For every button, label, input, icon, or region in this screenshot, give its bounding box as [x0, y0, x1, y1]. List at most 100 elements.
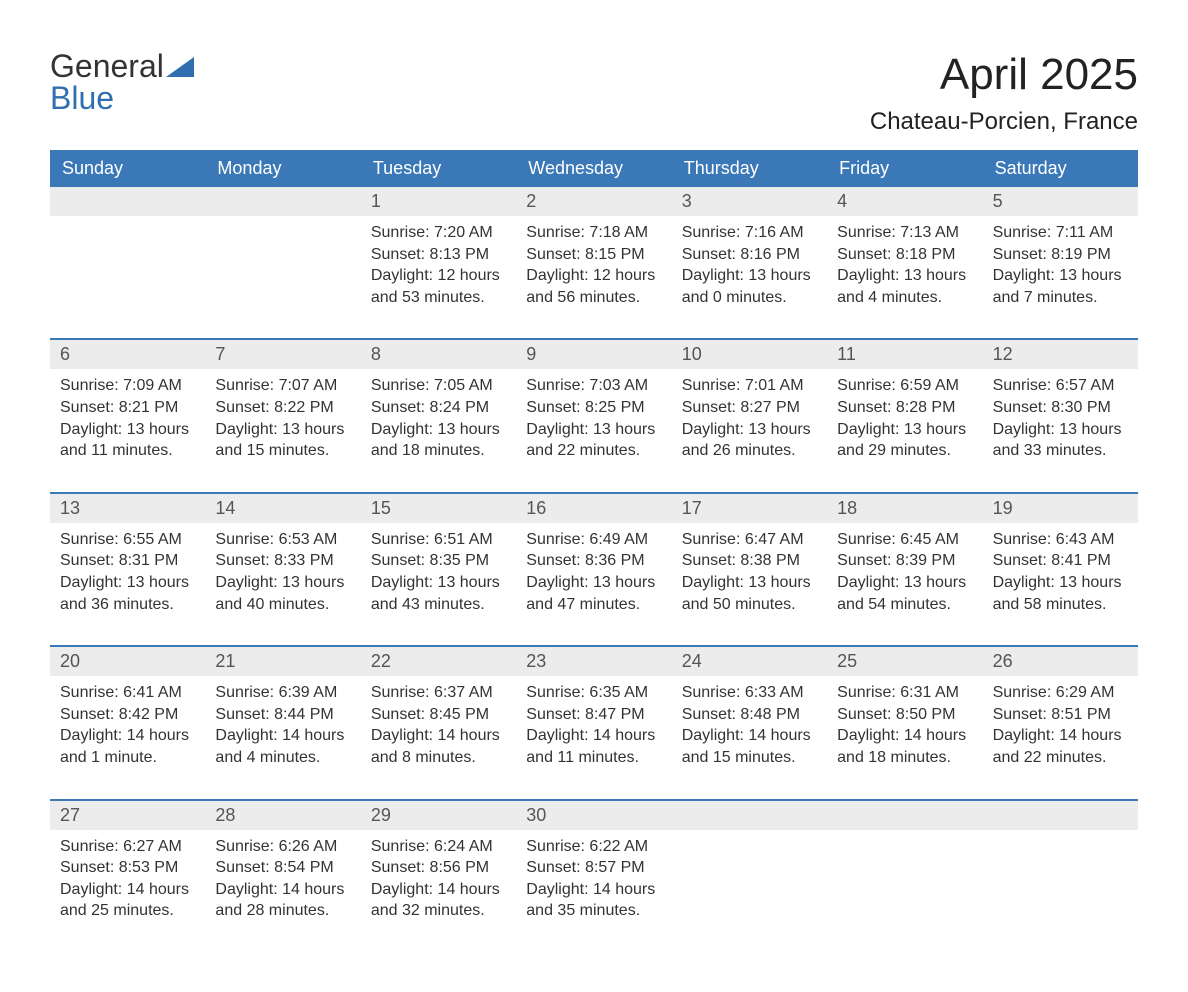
day-number: 21 — [205, 647, 360, 676]
day-number: 24 — [672, 647, 827, 676]
logo: General Blue — [50, 50, 194, 114]
dow-thursday: Thursday — [672, 150, 827, 187]
sunset-text: Sunset: 8:28 PM — [837, 397, 972, 419]
calendar-week: 20212223242526Sunrise: 6:41 AMSunset: 8:… — [50, 645, 1138, 798]
day-cell: Sunrise: 7:09 AMSunset: 8:21 PMDaylight:… — [50, 369, 205, 491]
day-number: 29 — [361, 801, 516, 830]
calendar-week: 13141516171819Sunrise: 6:55 AMSunset: 8:… — [50, 492, 1138, 645]
day-number: 4 — [827, 187, 982, 216]
day-number: 15 — [361, 494, 516, 523]
sunset-text: Sunset: 8:44 PM — [215, 704, 350, 726]
day-cell — [205, 216, 360, 338]
sunrise-text: Sunrise: 7:09 AM — [60, 375, 195, 397]
day-cell: Sunrise: 7:13 AMSunset: 8:18 PMDaylight:… — [827, 216, 982, 338]
daylight-text: Daylight: 14 hours and 4 minutes. — [215, 725, 350, 768]
logo-triangle-icon — [166, 48, 194, 84]
day-number: 12 — [983, 340, 1138, 369]
daylight-text: Daylight: 12 hours and 56 minutes. — [526, 265, 661, 308]
daylight-text: Daylight: 13 hours and 33 minutes. — [993, 419, 1128, 462]
calendar-week: 6789101112 Sunrise: 7:09 AMSunset: 8:21 P… — [50, 338, 1138, 491]
daylight-text: Daylight: 14 hours and 8 minutes. — [371, 725, 506, 768]
day-number: 7 — [205, 340, 360, 369]
daylight-text: Daylight: 14 hours and 22 minutes. — [993, 725, 1128, 768]
day-number: 10 — [672, 340, 827, 369]
daylight-text: Daylight: 13 hours and 29 minutes. — [837, 419, 972, 462]
day-cell — [983, 830, 1138, 952]
day-number: 11 — [827, 340, 982, 369]
day-number: 5 — [983, 187, 1138, 216]
daylight-text: Daylight: 13 hours and 18 minutes. — [371, 419, 506, 462]
daylight-text: Daylight: 14 hours and 35 minutes. — [526, 879, 661, 922]
day-number: 8 — [361, 340, 516, 369]
day-cell: Sunrise: 6:55 AMSunset: 8:31 PMDaylight:… — [50, 523, 205, 645]
daynum-row: 13141516171819 — [50, 494, 1138, 523]
day-cell: Sunrise: 7:11 AMSunset: 8:19 PMDaylight:… — [983, 216, 1138, 338]
day-number: 22 — [361, 647, 516, 676]
title-block: April 2025 Chateau-Porcien, France — [870, 50, 1138, 136]
calendar-week: 27282930Sunrise: 6:27 AMSunset: 8:53 PMD… — [50, 799, 1138, 952]
day-cell: Sunrise: 6:41 AMSunset: 8:42 PMDaylight:… — [50, 676, 205, 798]
daylight-text: Daylight: 14 hours and 18 minutes. — [837, 725, 972, 768]
day-body-row: Sunrise: 7:09 AMSunset: 8:21 PMDaylight:… — [50, 369, 1138, 491]
day-cell: Sunrise: 7:03 AMSunset: 8:25 PMDaylight:… — [516, 369, 671, 491]
day-cell: Sunrise: 6:33 AMSunset: 8:48 PMDaylight:… — [672, 676, 827, 798]
logo-word2: Blue — [50, 80, 114, 116]
day-number: 17 — [672, 494, 827, 523]
day-number — [672, 801, 827, 830]
daylight-text: Daylight: 13 hours and 4 minutes. — [837, 265, 972, 308]
sunset-text: Sunset: 8:51 PM — [993, 704, 1128, 726]
day-cell: Sunrise: 7:01 AMSunset: 8:27 PMDaylight:… — [672, 369, 827, 491]
daylight-text: Daylight: 13 hours and 50 minutes. — [682, 572, 817, 615]
day-cell: Sunrise: 6:53 AMSunset: 8:33 PMDaylight:… — [205, 523, 360, 645]
sunset-text: Sunset: 8:38 PM — [682, 550, 817, 572]
sunset-text: Sunset: 8:35 PM — [371, 550, 506, 572]
day-number: 26 — [983, 647, 1138, 676]
sunset-text: Sunset: 8:31 PM — [60, 550, 195, 572]
day-cell: Sunrise: 6:37 AMSunset: 8:45 PMDaylight:… — [361, 676, 516, 798]
daylight-text: Daylight: 13 hours and 47 minutes. — [526, 572, 661, 615]
daylight-text: Daylight: 13 hours and 0 minutes. — [682, 265, 817, 308]
sunrise-text: Sunrise: 6:33 AM — [682, 682, 817, 704]
daylight-text: Daylight: 13 hours and 58 minutes. — [993, 572, 1128, 615]
day-cell — [672, 830, 827, 952]
daylight-text: Daylight: 14 hours and 28 minutes. — [215, 879, 350, 922]
day-number: 3 — [672, 187, 827, 216]
day-number: 6 — [50, 340, 205, 369]
sunset-text: Sunset: 8:42 PM — [60, 704, 195, 726]
day-cell: Sunrise: 6:27 AMSunset: 8:53 PMDaylight:… — [50, 830, 205, 952]
sunrise-text: Sunrise: 6:55 AM — [60, 529, 195, 551]
day-cell: Sunrise: 6:22 AMSunset: 8:57 PMDaylight:… — [516, 830, 671, 952]
daylight-text: Daylight: 13 hours and 40 minutes. — [215, 572, 350, 615]
daylight-text: Daylight: 13 hours and 54 minutes. — [837, 572, 972, 615]
day-cell: Sunrise: 6:47 AMSunset: 8:38 PMDaylight:… — [672, 523, 827, 645]
sunset-text: Sunset: 8:27 PM — [682, 397, 817, 419]
day-body-row: Sunrise: 6:27 AMSunset: 8:53 PMDaylight:… — [50, 830, 1138, 952]
day-cell — [50, 216, 205, 338]
day-cell — [827, 830, 982, 952]
day-number: 27 — [50, 801, 205, 830]
day-number: 9 — [516, 340, 671, 369]
day-cell: Sunrise: 6:39 AMSunset: 8:44 PMDaylight:… — [205, 676, 360, 798]
day-cell: Sunrise: 6:31 AMSunset: 8:50 PMDaylight:… — [827, 676, 982, 798]
sunrise-text: Sunrise: 7:16 AM — [682, 222, 817, 244]
day-number: 30 — [516, 801, 671, 830]
daylight-text: Daylight: 13 hours and 22 minutes. — [526, 419, 661, 462]
sunrise-text: Sunrise: 6:57 AM — [993, 375, 1128, 397]
daylight-text: Daylight: 13 hours and 43 minutes. — [371, 572, 506, 615]
day-cell: Sunrise: 6:51 AMSunset: 8:35 PMDaylight:… — [361, 523, 516, 645]
sunset-text: Sunset: 8:25 PM — [526, 397, 661, 419]
day-cell: Sunrise: 7:07 AMSunset: 8:22 PMDaylight:… — [205, 369, 360, 491]
daylight-text: Daylight: 14 hours and 15 minutes. — [682, 725, 817, 768]
sunset-text: Sunset: 8:22 PM — [215, 397, 350, 419]
day-number: 14 — [205, 494, 360, 523]
day-body-row: Sunrise: 6:41 AMSunset: 8:42 PMDaylight:… — [50, 676, 1138, 798]
daylight-text: Daylight: 14 hours and 11 minutes. — [526, 725, 661, 768]
sunset-text: Sunset: 8:39 PM — [837, 550, 972, 572]
day-number — [983, 801, 1138, 830]
dow-tuesday: Tuesday — [361, 150, 516, 187]
sunrise-text: Sunrise: 6:53 AM — [215, 529, 350, 551]
daylight-text: Daylight: 13 hours and 11 minutes. — [60, 419, 195, 462]
sunrise-text: Sunrise: 7:07 AM — [215, 375, 350, 397]
daylight-text: Daylight: 12 hours and 53 minutes. — [371, 265, 506, 308]
logo-word1: General — [50, 48, 164, 84]
